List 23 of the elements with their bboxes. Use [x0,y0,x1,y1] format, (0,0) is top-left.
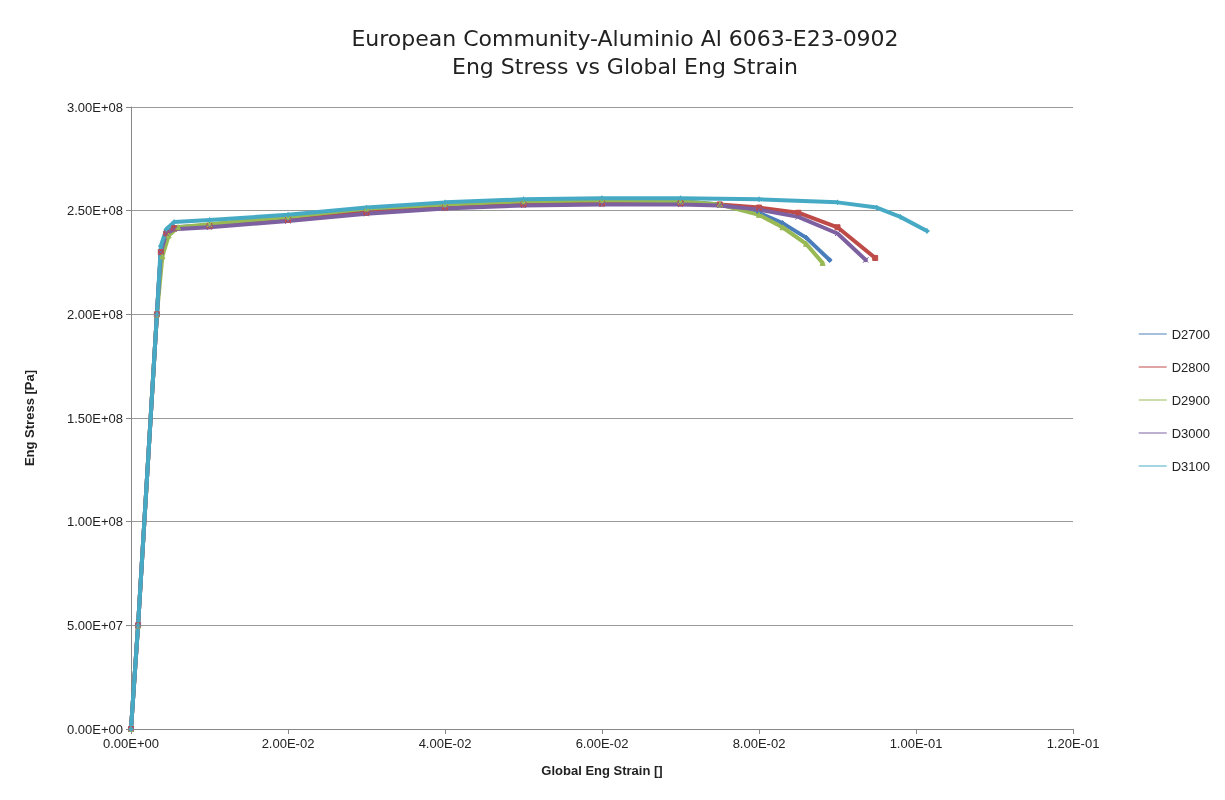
x-tick-label: 8.00E-02 [732,736,786,751]
y-axis-title: Eng Stress [Pa] [22,369,37,467]
y-tick-label: 2.50E+08 [66,203,123,219]
chart-subtitle: Eng Stress vs Global Eng Strain [451,53,799,79]
x-tick-label: 1.00E-01 [889,736,943,751]
y-tick-label: 0.00E+00 [66,721,123,737]
y-tick-label: 5.00E+07 [66,617,123,633]
legend-label: D2700 [1171,326,1210,342]
legend-label: D3100 [1171,458,1210,474]
legend-label: D3000 [1171,425,1210,441]
chart-title: European Community-Aluminio Al 6063-E23-0902 [351,25,899,51]
legend-label: D2800 [1171,359,1210,375]
y-tick-label: 1.50E+08 [66,410,123,426]
x-tick-label: 4.00E-02 [418,736,472,751]
y-tick-label: 2.00E+08 [66,306,123,322]
x-axis-title: Global Eng Strain [] [541,763,663,778]
y-tick-label: 1.00E+08 [66,514,123,530]
legend-label: D2900 [1171,392,1210,408]
x-tick-label: 0.00E+00 [102,736,160,751]
x-tick-label: 6.00E-02 [575,736,629,751]
x-tick-label: 2.00E-02 [261,736,315,751]
x-tick-label: 1.20E-01 [1046,736,1100,751]
y-tick-label: 3.00E+08 [66,99,123,115]
